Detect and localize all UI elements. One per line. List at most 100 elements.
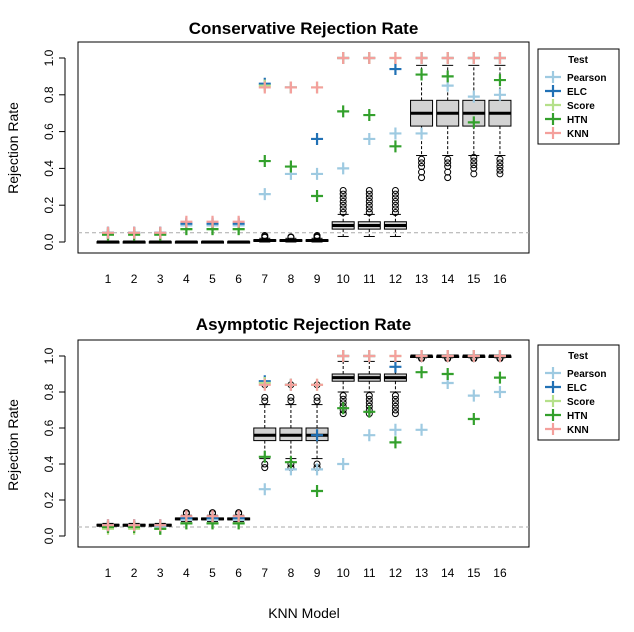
outlier-point xyxy=(391,392,399,400)
box-14 xyxy=(436,64,460,182)
marker-htn xyxy=(337,402,350,415)
legend-swatch-pearson xyxy=(545,71,561,83)
marker-htn xyxy=(441,70,454,83)
x-tick-label: 4 xyxy=(183,272,190,286)
legend-swatch-score xyxy=(545,395,561,407)
legend-label-elc: ELC xyxy=(567,383,587,394)
outlier-point xyxy=(391,395,399,403)
box-3 xyxy=(148,240,172,244)
marker-knn xyxy=(441,52,454,64)
legend-swatch-htn xyxy=(545,113,561,125)
marker-pearson xyxy=(415,127,428,140)
outlier-point xyxy=(365,205,373,213)
marker-knn xyxy=(389,52,402,64)
outlier-point xyxy=(365,198,373,206)
marker-htn xyxy=(415,366,428,379)
y-tick-label: 1.0 xyxy=(42,49,56,66)
legend-swatch-score xyxy=(545,99,561,111)
marker-pearson xyxy=(258,188,271,201)
marker-knn xyxy=(441,350,454,362)
marker-knn xyxy=(128,519,141,532)
chart-panel-1: Conservative Rejection Rate 0.0 0.2 0.4 0.6 0… xyxy=(42,19,620,286)
series-elc xyxy=(102,52,506,239)
x-tick-label: 13 xyxy=(415,272,429,286)
marker-knn xyxy=(284,378,297,391)
outlier-point xyxy=(444,163,452,171)
marker-knn xyxy=(493,52,506,64)
y-axis-label: Rejection Rate xyxy=(5,102,21,194)
outlier-point xyxy=(391,406,399,414)
outlier-point xyxy=(287,393,295,401)
outlier-point xyxy=(391,201,399,209)
y-tick-label: 0.8 xyxy=(42,86,56,103)
outlier-point xyxy=(313,397,321,405)
marker-knn xyxy=(467,350,480,362)
legend-label-knn: KNN xyxy=(567,425,589,436)
marker-htn xyxy=(258,450,271,463)
outlier-point xyxy=(287,397,295,405)
marker-knn xyxy=(206,510,219,523)
marker-pearson xyxy=(493,88,506,101)
marker-knn xyxy=(415,350,428,362)
series-pearson xyxy=(102,377,506,533)
outlier-point xyxy=(365,201,373,209)
outlier-point xyxy=(261,232,269,240)
x-tick-label: 9 xyxy=(314,566,321,580)
outlier-point xyxy=(287,233,295,241)
legend-swatch-knn xyxy=(545,423,561,435)
outlier-point xyxy=(365,190,373,198)
marker-elc xyxy=(389,360,402,373)
series-elc xyxy=(102,350,506,532)
marker-elc xyxy=(311,429,324,442)
box-7 xyxy=(253,232,277,243)
outlier-point xyxy=(444,155,452,163)
outlier-point xyxy=(391,410,399,418)
legend-label-score: Score xyxy=(567,101,595,112)
marker-knn xyxy=(311,81,324,94)
marker-pearson xyxy=(389,127,402,140)
marker-htn xyxy=(311,190,324,202)
x-tick-label: 2 xyxy=(131,272,138,286)
outlier-point xyxy=(391,186,399,194)
outlier-point xyxy=(391,190,399,198)
y-tick-label: 0.4 xyxy=(42,455,56,472)
x-tick-label: 1 xyxy=(105,272,112,286)
outlier-point xyxy=(470,164,478,172)
y-tick-label: 0.6 xyxy=(42,419,56,436)
plot-frame xyxy=(77,339,530,548)
y-tick-label: 0.0 xyxy=(42,527,56,544)
legend-swatch-elc xyxy=(545,381,561,393)
marker-htn xyxy=(493,371,506,384)
marker-htn xyxy=(415,68,428,81)
outlier-point xyxy=(339,201,347,209)
box-8 xyxy=(279,233,303,243)
marker-knn xyxy=(258,378,271,391)
series-knn xyxy=(102,350,506,532)
marker-elc xyxy=(311,132,324,145)
marker-knn xyxy=(232,215,245,228)
marker-knn xyxy=(337,350,350,362)
x-tick-label: 8 xyxy=(288,272,295,286)
box-2 xyxy=(122,240,146,244)
outlier-point xyxy=(365,392,373,400)
box-5 xyxy=(201,240,225,244)
box-10 xyxy=(331,360,355,418)
box-10 xyxy=(331,186,355,237)
marker-htn xyxy=(284,160,297,173)
legend-label-elc: ELC xyxy=(567,87,587,98)
legend-label-pearson: Pearson xyxy=(567,369,606,380)
marker-pearson xyxy=(467,389,480,402)
series-score xyxy=(102,350,506,535)
outlier-point xyxy=(339,198,347,206)
marker-htn xyxy=(258,155,271,168)
outlier-point xyxy=(313,232,321,240)
marker-pearson xyxy=(363,429,376,442)
outlier-point xyxy=(313,393,321,401)
chart-title: Conservative Rejection Rate xyxy=(189,19,419,38)
x-tick-label: 16 xyxy=(493,566,507,580)
outlier-point xyxy=(418,163,426,171)
outlier-point xyxy=(365,209,373,217)
x-tick-label: 6 xyxy=(235,566,242,580)
box-9 xyxy=(305,381,329,472)
marker-elc xyxy=(389,63,402,76)
